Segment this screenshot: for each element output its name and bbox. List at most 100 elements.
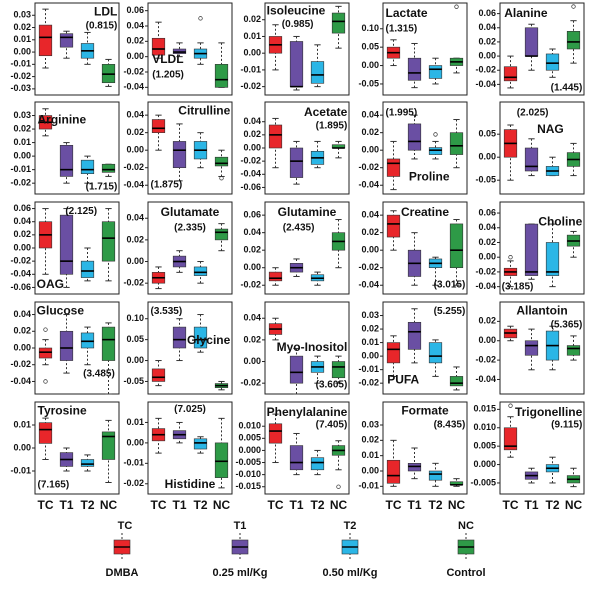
panel-frame [147,101,233,195]
y-tick-label: 0.01 [13,34,31,44]
box [193,266,208,276]
panel-title: Formate [401,403,449,417]
outlier [43,327,48,332]
y-tick-label: -0.02 [10,256,31,266]
y-tick-label: -0.02 [10,178,31,188]
panel-annotation: (7.025) [174,404,206,415]
y-tick-label: -0.04 [10,269,31,279]
x-tick-label: T1 [289,498,303,512]
box [38,347,53,359]
y-tick-label: 0.00 [126,51,144,61]
x-tick-label: T1 [524,498,538,512]
x-tick-label: T2 [310,498,324,512]
y-tick-label: 0.06 [478,8,496,18]
legend-label: Control [446,567,485,579]
box [407,57,422,81]
y-tick-label: 0.03 [13,110,31,120]
box [101,163,116,173]
y-tick-label: 0.03 [13,10,31,20]
x-tick-label: T2 [193,498,207,512]
panel-annotation: (1.995) [386,108,418,119]
panel-frame [147,301,233,395]
box [172,326,187,349]
y-tick-label: 0.06 [126,5,144,15]
panel-title: Histidine [165,477,216,491]
box [386,459,401,484]
y-tick-label: 0.03 [361,419,379,429]
legend-name: T1 [234,520,247,532]
box [386,214,401,238]
y-tick-label: -0.02 [240,280,261,290]
box [38,24,53,57]
y-tick-label: 0.00 [478,152,496,162]
x-tick-label: T1 [172,498,186,512]
panel-frame [382,201,468,295]
y-tick-label: 0.02 [361,435,379,445]
y-tick-label: 0.00 [13,342,31,352]
y-tick-label: 0.00 [13,150,31,160]
box [101,326,116,361]
box [428,147,443,155]
y-tick-label: -0.02 [475,266,496,276]
panel-title: Glutamine [278,205,337,219]
legend-label: 0.50 ml/Kg [322,567,377,579]
y-tick-label: -0.01 [10,59,31,69]
panel-annotation: (0.985) [282,19,314,30]
y-tick-label: 0.00 [126,256,144,266]
panel-title: OAG [37,277,64,291]
panel-annotation: (3.015) [434,279,466,290]
y-tick-label: -0.02 [240,378,261,388]
y-tick-label: 0.02 [13,229,31,239]
y-tick-label: -0.02 [123,278,144,288]
y-tick-label: 0.000 [238,445,261,455]
panel-annotation: (9.115) [551,420,582,431]
y-tick-label: 0.00 [243,262,261,272]
y-tick-label: -0.02 [358,378,379,388]
y-tick-label: 0.000 [473,459,496,469]
box [151,119,166,133]
box [80,332,95,349]
y-tick-label: 0.02 [361,127,379,137]
x-tick-label: TC [151,498,167,512]
outlier [43,379,48,384]
y-tick-label: 0.00 [126,145,144,155]
y-tick-label: -0.01 [358,481,379,491]
box [524,340,539,356]
outlier [508,255,513,260]
x-tick-label: T2 [80,498,94,512]
y-tick-label: -0.04 [10,376,31,386]
box [59,33,74,48]
box [310,457,325,471]
panel-frame [499,2,585,96]
y-tick-label: -0.04 [475,79,496,89]
x-tick-label: T2 [428,498,442,512]
y-tick-label: 0.00 [13,242,31,252]
panel-title: Trigonelline [515,405,583,419]
panel-frame [382,2,468,96]
panel-frame [147,2,233,96]
box [172,141,187,169]
y-tick-label: 0.02 [478,316,496,326]
panel-annotation: (1.315) [386,23,418,34]
y-tick-label: -0.04 [240,169,261,179]
y-tick-label: -0.04 [358,280,379,290]
panel-annotation: (2.335) [174,222,206,233]
box [503,427,518,451]
y-tick-label: 0.01 [126,417,144,427]
y-tick-label: -0.01 [358,364,379,374]
y-tick-label: 0.010 [473,422,496,432]
y-tick-label: 0.01 [361,337,379,347]
panel-frame [34,2,120,96]
y-tick-label: 0.00 [478,50,496,60]
y-tick-label: 0.00 [126,437,144,447]
y-tick-label: -0.02 [240,156,261,166]
panel-title: PUFA [387,372,419,386]
panel-annotation: (1.205) [152,69,184,80]
y-tick-label: 0.05 [126,334,144,344]
y-tick-label: 0.04 [126,20,144,30]
y-tick-label: 0.02 [13,326,31,336]
y-tick-label: -0.06 [10,282,31,292]
legend-label: DMBA [106,567,139,579]
y-tick-label: 0.01 [361,450,379,460]
